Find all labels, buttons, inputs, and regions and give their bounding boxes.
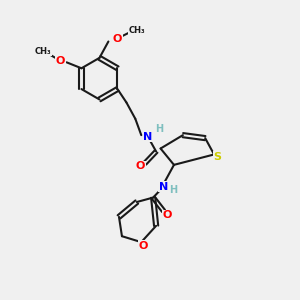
- Text: O: O: [136, 161, 145, 171]
- Text: S: S: [214, 152, 222, 162]
- Text: O: O: [112, 34, 122, 44]
- Text: N: N: [143, 132, 152, 142]
- Text: O: O: [138, 241, 147, 251]
- Text: CH₃: CH₃: [128, 26, 145, 35]
- Text: H: H: [169, 184, 177, 194]
- Text: O: O: [162, 210, 172, 220]
- Text: N: N: [159, 182, 168, 192]
- Text: O: O: [56, 56, 65, 66]
- Text: CH₃: CH₃: [35, 46, 52, 56]
- Text: H: H: [155, 124, 163, 134]
